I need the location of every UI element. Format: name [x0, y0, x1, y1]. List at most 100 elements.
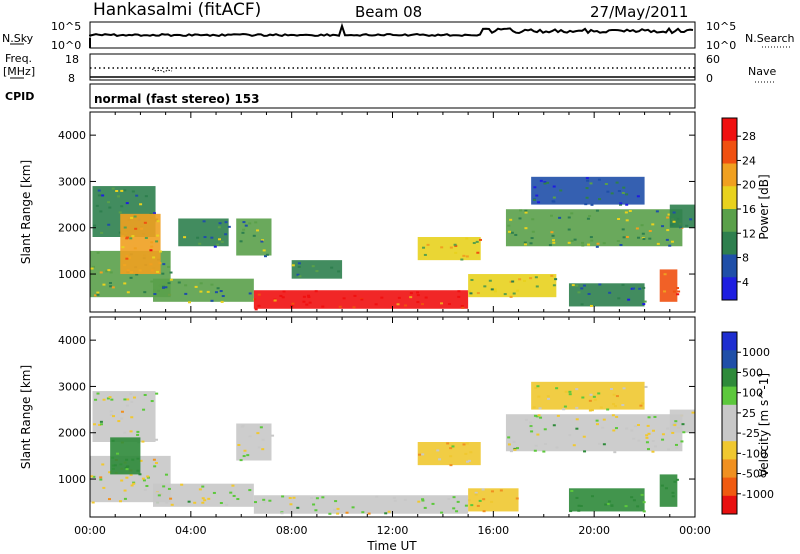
velocity-speckle — [129, 430, 133, 433]
velocity-speckle — [644, 385, 648, 388]
power-speckle — [254, 308, 258, 311]
power-speckle — [651, 223, 655, 226]
velocity-speckle — [142, 408, 146, 411]
nsearch-tick-high: 10^5 — [706, 20, 736, 33]
power-speckle — [510, 231, 514, 234]
velocity-speckle — [108, 471, 112, 474]
velocity-region-7 — [468, 488, 519, 512]
power-speckle — [632, 287, 636, 290]
velocity-speckle — [640, 493, 644, 496]
velocity-speckle — [99, 423, 103, 426]
power-speckle — [337, 270, 341, 273]
power-speckle — [573, 238, 577, 241]
velocity-speckle — [417, 500, 421, 503]
power-speckle — [91, 265, 95, 268]
time-tick-label: 00:00 — [74, 524, 106, 537]
power-speckle — [537, 201, 541, 204]
velocity-speckle — [636, 505, 640, 508]
power-speckle — [676, 293, 680, 296]
velocity-speckle — [452, 507, 456, 510]
velocity-speckle — [530, 430, 534, 433]
velocity-speckle — [123, 398, 127, 401]
power-region-7 — [291, 260, 343, 279]
cpid-panel-frame — [89, 83, 696, 109]
velocity-speckle — [110, 398, 114, 401]
power-colorbar: 28 24 20 16 12 8 4 — [721, 117, 756, 301]
power-speckle — [150, 245, 154, 248]
power-speckle — [244, 224, 248, 227]
power-speckle — [465, 255, 469, 258]
power-speckle — [140, 227, 144, 230]
power-speckle — [535, 194, 539, 197]
power-ytick-label: 4000 — [58, 129, 86, 142]
power-speckle — [279, 294, 283, 297]
power-speckle — [216, 287, 220, 290]
velocity-speckle — [117, 420, 121, 423]
velocity-speckle — [469, 451, 473, 454]
power-speckle — [199, 282, 203, 285]
power-speckle — [248, 222, 252, 225]
power-speckle — [584, 203, 588, 206]
power-colorbar-label: 24 — [742, 154, 756, 167]
velocity-speckle — [562, 408, 566, 411]
velocity-colorbar-label: 500 — [742, 366, 763, 379]
power-speckle — [552, 196, 556, 199]
velocity-speckle — [421, 499, 425, 502]
power-speckle — [97, 194, 101, 197]
velocity-speckle — [509, 450, 513, 453]
velocity-region-11 — [669, 409, 695, 433]
velocity-colorbar-swatch — [722, 495, 737, 515]
velocity-speckle — [243, 449, 247, 452]
velocity-speckle — [262, 501, 266, 504]
velocity-speckle — [465, 442, 469, 445]
velocity-speckle — [447, 497, 451, 500]
nsky-tick-high: 10^5 — [51, 20, 81, 33]
power-speckle — [551, 234, 555, 237]
velocity-speckle — [674, 420, 678, 423]
power-speckle — [107, 269, 111, 272]
power-speckle — [131, 235, 135, 238]
power-speckle — [131, 190, 135, 193]
power-speckle — [321, 305, 325, 308]
power-speckle — [360, 298, 364, 301]
velocity-colorbar-swatch — [722, 441, 737, 460]
power-speckle — [95, 204, 99, 207]
power-speckle — [121, 246, 125, 249]
velocity-speckle — [570, 489, 574, 492]
power-speckle — [135, 273, 139, 276]
time-tick-label: 00:00 — [679, 524, 711, 537]
velocity-speckle — [661, 433, 665, 436]
power-speckle — [516, 289, 520, 292]
power-speckle — [534, 276, 538, 279]
velocity-speckle — [537, 414, 541, 417]
power-speckle — [342, 297, 346, 300]
power-speckle — [509, 218, 513, 221]
velocity-speckle — [452, 496, 456, 499]
velocity-ytick-label: 1000 — [58, 473, 86, 486]
velocity-speckle — [575, 496, 579, 499]
power-speckle — [149, 249, 153, 252]
velocity-speckle — [123, 497, 127, 500]
power-speckle — [115, 190, 119, 193]
cpid-text: normal (fast stereo) 153 — [94, 92, 260, 106]
power-speckle — [161, 272, 165, 275]
velocity-speckle — [593, 398, 597, 401]
power-speckle — [162, 263, 166, 266]
power-speckle — [606, 190, 610, 193]
velocity-speckle — [575, 418, 579, 421]
velocity-speckle — [602, 418, 606, 421]
power-speckle — [503, 293, 507, 296]
velocity-speckle — [248, 435, 252, 438]
power-region-2 — [120, 213, 161, 275]
velocity-speckle — [131, 458, 135, 461]
velocity-speckle — [232, 494, 236, 497]
power-speckle — [587, 292, 591, 295]
power-speckle — [621, 228, 625, 231]
velocity-speckle — [601, 426, 605, 429]
velocity-speckle — [116, 452, 120, 455]
power-speckle — [167, 282, 171, 285]
velocity-colorbar-label: -100 — [742, 447, 767, 460]
power-speckle — [581, 241, 585, 244]
power-speckle — [248, 292, 252, 295]
power-speckle — [187, 301, 191, 304]
